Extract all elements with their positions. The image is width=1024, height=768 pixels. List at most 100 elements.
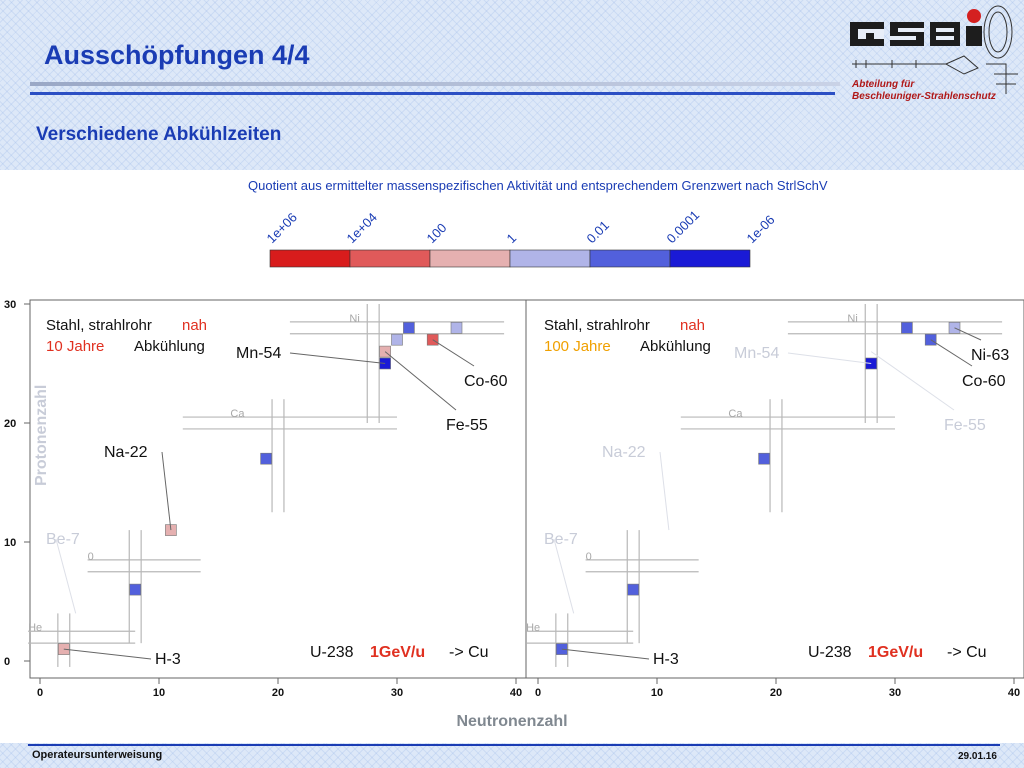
isotope-label: Ni-63 <box>971 347 1009 364</box>
footer-date: 29.01.16 <box>958 751 997 762</box>
isotope-cell <box>129 583 141 596</box>
isotope-leader <box>384 351 457 411</box>
x-axis-label: Neutronenzahl <box>456 713 567 730</box>
isotope-label: H-3 <box>653 651 679 668</box>
isotope-label: Fe-55 <box>944 417 986 434</box>
x-tick-label: 40 <box>510 687 522 699</box>
reaction-target: -> Cu <box>449 644 489 661</box>
element-label: 0 <box>586 551 592 563</box>
scale-swatch <box>509 249 591 268</box>
isotope-leader <box>870 351 955 411</box>
scale-swatch <box>429 249 511 268</box>
scale-caption: Quotient aus ermittelter massenspezifisc… <box>248 178 828 193</box>
gsi-dot <box>967 9 981 23</box>
scale-swatch <box>589 249 671 268</box>
element-label: He <box>526 622 540 634</box>
page-title: Ausschöpfungen 4/4 <box>44 40 310 70</box>
isotope-leader <box>954 327 982 341</box>
page-subtitle: Verschiedene Abkühlzeiten <box>36 124 282 145</box>
x-tick-label: 0 <box>37 687 43 699</box>
element-label: Ca <box>230 408 245 420</box>
x-tick-label: 10 <box>651 687 663 699</box>
isotope-leader <box>561 648 650 660</box>
panel-header-nah: nah <box>182 317 207 334</box>
panel-header-cooling: Abkühlung <box>134 338 205 355</box>
scale-label: 0.01 <box>584 218 613 247</box>
y-tick-label: 0 <box>4 656 10 668</box>
isotope-label: Mn-54 <box>734 345 779 362</box>
panel-header-nah: nah <box>680 317 705 334</box>
isotope-leader <box>787 352 872 364</box>
y-tick-label: 10 <box>4 537 16 549</box>
gsi-letters <box>850 22 982 46</box>
scale-swatch <box>349 249 431 268</box>
isotope-label: Co-60 <box>464 373 508 390</box>
reaction-energy: 1GeV/u <box>370 644 425 661</box>
panel-header-time: 100 Jahre <box>544 338 611 355</box>
panel-header-time: 10 Jahre <box>46 338 104 355</box>
isotope-cell <box>627 583 640 596</box>
scale-label: 0.0001 <box>664 207 703 246</box>
isotope-leader <box>55 538 77 614</box>
x-tick-label: 10 <box>153 687 165 699</box>
gsi-logo <box>850 5 1018 94</box>
x-tick-label: 0 <box>535 687 541 699</box>
isotope-leader <box>553 538 575 614</box>
scale-swatch <box>269 249 351 268</box>
isotope-cell <box>450 321 463 334</box>
department-line-1: Abteilung für <box>852 79 915 90</box>
department-line-2: Beschleuniger-Strahlenschutz <box>852 91 996 102</box>
footer-rule <box>28 744 1000 746</box>
x-tick-label: 30 <box>391 687 403 699</box>
x-tick-label: 20 <box>770 687 782 699</box>
y-axis-label: Protonenzahl <box>33 385 50 486</box>
footer-course: Operateursunterweisung <box>32 749 163 761</box>
isotope-label: Fe-55 <box>446 417 488 434</box>
isotope-leader <box>432 339 475 367</box>
scale-label: 1e+06 <box>264 210 300 246</box>
reaction-target: -> Cu <box>947 644 987 661</box>
plot-frame <box>29 299 1024 679</box>
isotope-leader <box>161 451 172 531</box>
panel-header-material: Stahl, strahlrohr <box>46 317 152 334</box>
y-tick-label: 20 <box>4 418 16 430</box>
isotope-label: Be-7 <box>544 531 578 548</box>
isotope-leader <box>63 648 152 660</box>
isotope-label: H-3 <box>155 651 181 668</box>
element-label: 0 <box>88 551 94 563</box>
panel-2: 0 10 20 30 40 Ni Ca 0 He Stahl, strahlrohr nah 100 … <box>526 304 1020 699</box>
scale-label: 1e-06 <box>744 212 778 246</box>
element-label: Ni <box>349 313 359 325</box>
title-rule-grey <box>30 82 840 86</box>
scale-swatch <box>669 249 751 268</box>
panel-header-material: Stahl, strahlrohr <box>544 317 650 334</box>
isotope-cell <box>403 321 415 334</box>
scale-label: 1 <box>504 230 520 246</box>
isotope-label: Mn-54 <box>236 345 281 362</box>
element-label: Ni <box>847 313 857 325</box>
x-tick-label: 30 <box>889 687 901 699</box>
panels: 0 10 20 30 Protonenzahl Neutronenzahl 0 10 20 30 4… <box>4 299 1024 730</box>
footer-band: Operateursunterweisung 29.01.16 <box>0 743 1024 768</box>
x-tick-label: 40 <box>1008 687 1020 699</box>
isotope-leader <box>659 451 670 531</box>
isotope-cell <box>901 321 913 334</box>
isotope-cell <box>260 452 272 465</box>
panel-header-cooling: Abkühlung <box>640 338 711 355</box>
isotope-leader <box>289 352 386 364</box>
isotope-leader <box>930 339 973 367</box>
panel-1: 0 10 20 30 40 Ni Ca 0 He Stahl, strahlrohr nah 10 J… <box>28 304 522 699</box>
scale-label: 1e+04 <box>344 210 380 246</box>
x-tick-label: 20 <box>272 687 284 699</box>
color-scale: 1e+06 1e+04 100 1 0.01 0.0001 1e-06 <box>264 207 778 268</box>
reaction-beam: U-238 <box>808 644 852 661</box>
title-rule-blue <box>30 92 835 95</box>
y-tick-label: 30 <box>4 299 16 311</box>
element-label: He <box>28 622 42 634</box>
isotope-cell <box>758 452 770 465</box>
isotope-label: Na-22 <box>104 444 148 461</box>
scale-label: 100 <box>424 220 450 246</box>
reaction-energy: 1GeV/u <box>868 644 923 661</box>
isotope-label: Co-60 <box>962 373 1006 390</box>
